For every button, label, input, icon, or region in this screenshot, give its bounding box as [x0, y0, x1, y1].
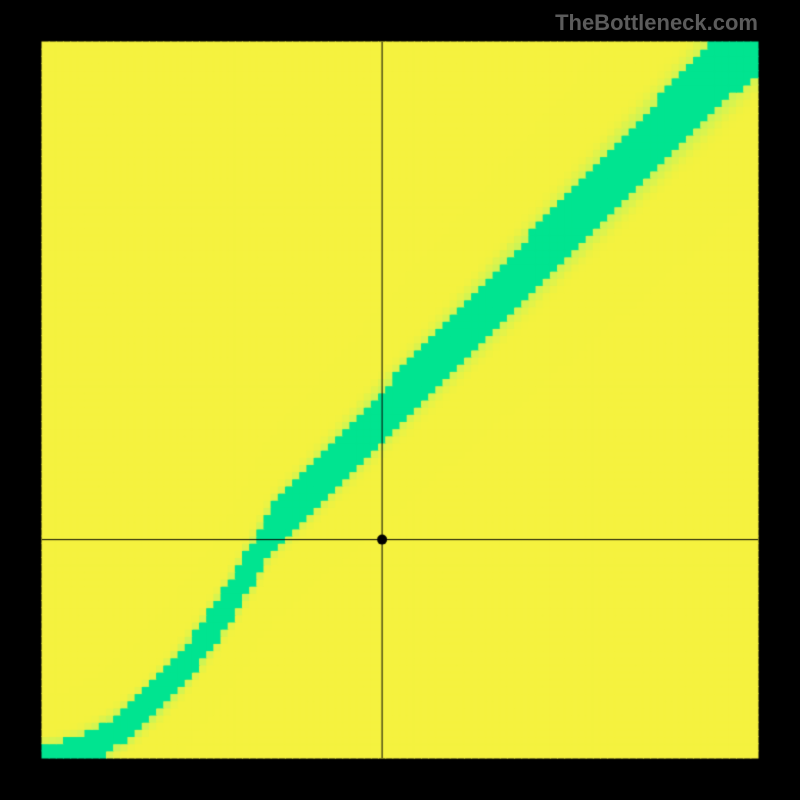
- bottleneck-heatmap: [0, 0, 800, 800]
- watermark-text: TheBottleneck.com: [555, 10, 758, 36]
